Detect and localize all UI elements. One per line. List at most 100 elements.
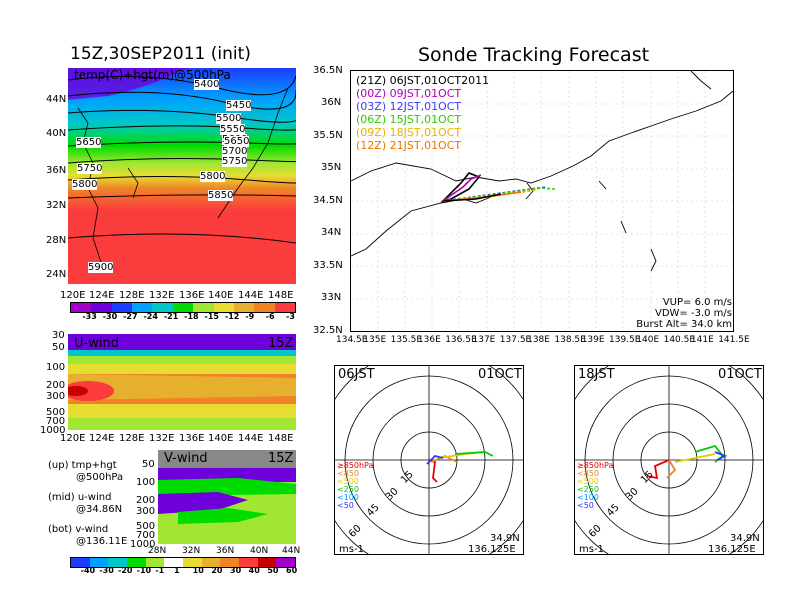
legend-z: (00Z)	[356, 87, 387, 100]
hodo-right-time: 18JST	[578, 367, 615, 382]
colorbar-label: 50	[267, 566, 279, 575]
lon-label: 128E	[119, 290, 145, 301]
colorbar-swatch	[239, 558, 258, 567]
lat-label: 36N	[46, 165, 67, 176]
level-legend-item: <250	[337, 485, 359, 494]
lon-label: 139E	[581, 335, 605, 345]
hodograph-left-trace	[426, 451, 494, 483]
uwind-label: U-wind	[74, 336, 119, 351]
colorbar-label: -6	[265, 312, 275, 321]
colorbar-label: -40	[80, 566, 96, 575]
legend-z: (21Z)	[356, 74, 387, 87]
colorbar-swatch	[71, 558, 90, 567]
lon-label: 148E	[268, 290, 294, 301]
lat-label: 36.5N	[313, 65, 343, 76]
legend-jst: 12JST,01OCT	[389, 100, 462, 113]
colorbar-label: -18	[184, 312, 199, 321]
contour-label: 5900	[88, 262, 114, 273]
lat-label: 34N	[321, 227, 342, 238]
right-title: Sonde Tracking Forecast	[418, 44, 650, 66]
level-label: 500	[46, 407, 66, 418]
note-mid: (mid) u-wind	[48, 492, 112, 503]
track-coastline	[350, 70, 734, 272]
legend-jst: 15JST,01OCT	[389, 113, 462, 126]
lon-label: 140E	[636, 335, 660, 345]
legend-z: (06Z)	[356, 113, 387, 126]
level-label: 300	[136, 506, 156, 517]
hodo-left-time: 06JST	[338, 367, 375, 382]
lon-label: 138.5E	[554, 335, 586, 345]
vwind-panel	[158, 450, 296, 544]
colorbar-label: -24	[143, 312, 158, 321]
lon-label: 137E	[472, 335, 496, 345]
hodo-right-lat: 34.9N	[730, 533, 760, 544]
level-legend-item: <100	[337, 493, 359, 502]
contour-label: 5550	[220, 124, 246, 135]
contour-label: 5650	[224, 136, 250, 147]
colorbar-swatch	[276, 558, 296, 567]
lon-label: 136E	[179, 290, 205, 301]
level-label: 50	[52, 342, 65, 353]
level-legend-item: ≥850hPa	[577, 461, 614, 470]
hodo-right-lon: 136.125E	[708, 544, 756, 555]
colorbar-swatch	[220, 558, 240, 567]
lat-label: 34.5N	[313, 195, 343, 206]
colorbar-label: 10	[192, 566, 204, 575]
legend-item: (21Z) 06JST,01OCT2011	[356, 74, 489, 87]
note-bot: (bot) v-wind	[48, 524, 109, 535]
colorbar-label: -10	[136, 566, 152, 575]
colorbar-label: -30	[102, 312, 118, 321]
lon-label: 120E	[60, 433, 86, 444]
lon-label: 141E	[690, 335, 714, 345]
legend-jst: 09JST,01OCT	[389, 87, 462, 100]
track-lon-axis: 134.5E 135E 135.5E 136E 136.5E 137E 137.5E 138E…	[336, 335, 756, 347]
note-top: (up) tmp+hgt	[48, 460, 117, 471]
cold-core	[68, 68, 188, 100]
lon-label: 136E	[417, 335, 441, 345]
lat-label: 28N	[148, 546, 167, 556]
note-top-sub: @500hPa	[76, 472, 124, 483]
colorbar-label: -3	[286, 312, 295, 321]
legend-item: (12Z) 21JST,01OCT	[356, 139, 461, 152]
uwind-time: 15Z	[268, 336, 294, 351]
colorbar-label: -21	[163, 312, 179, 321]
lat-label: 35N	[321, 162, 342, 173]
contour-label: 5800	[72, 179, 98, 190]
colorbar-label: -12	[224, 312, 240, 321]
lat-label: 32N	[182, 546, 201, 556]
colorbar-label: 60	[286, 566, 298, 575]
lon-label: 148E	[268, 433, 294, 444]
level-legend-item: <500	[337, 477, 359, 486]
hodo-right-date: 01OCT	[718, 367, 762, 382]
hodo-left-date: 01OCT	[478, 367, 522, 382]
track-lines	[440, 172, 556, 203]
hodo-right-level-legend: ≥850hPa <850 <500 <250 <100 <50	[577, 462, 613, 510]
colorbar-swatch	[71, 303, 92, 312]
colorbar-label: 40	[248, 566, 260, 575]
level-label: 700	[136, 530, 156, 541]
left-title: 15Z,30SEP2011 (init)	[70, 44, 251, 64]
level-label: 700	[46, 416, 66, 427]
param-vup: VUP= 6.0 m/s	[662, 297, 732, 308]
uwind-panel	[62, 334, 296, 430]
level-label: 50	[142, 459, 155, 470]
lon-label: 144E	[238, 433, 264, 444]
lat-label: 40N	[46, 128, 67, 139]
lat-label: 36N	[321, 97, 342, 108]
hodograph-right	[556, 347, 782, 573]
legend-item: (06Z) 15JST,01OCT	[356, 113, 461, 126]
colorbar-swatch	[213, 303, 234, 312]
lon-label: 141.5E	[718, 335, 750, 345]
colorbar-label: -15	[204, 312, 219, 321]
level-label: 1000	[40, 425, 66, 436]
lon-label: 132E	[149, 290, 175, 301]
uwind-svg	[62, 334, 296, 430]
legend-item: (03Z) 12JST,01OCT	[356, 100, 461, 113]
colorbar-swatch	[193, 303, 214, 312]
colorbar-label: -1	[155, 566, 165, 575]
legend-item: (09Z) 18JST,01OCT	[356, 126, 461, 139]
hodograph-right-svg	[556, 347, 782, 573]
hodo-left-lat: 34.9N	[490, 533, 520, 544]
temp-field	[68, 68, 296, 284]
lon-label: 139.5E	[609, 335, 641, 345]
